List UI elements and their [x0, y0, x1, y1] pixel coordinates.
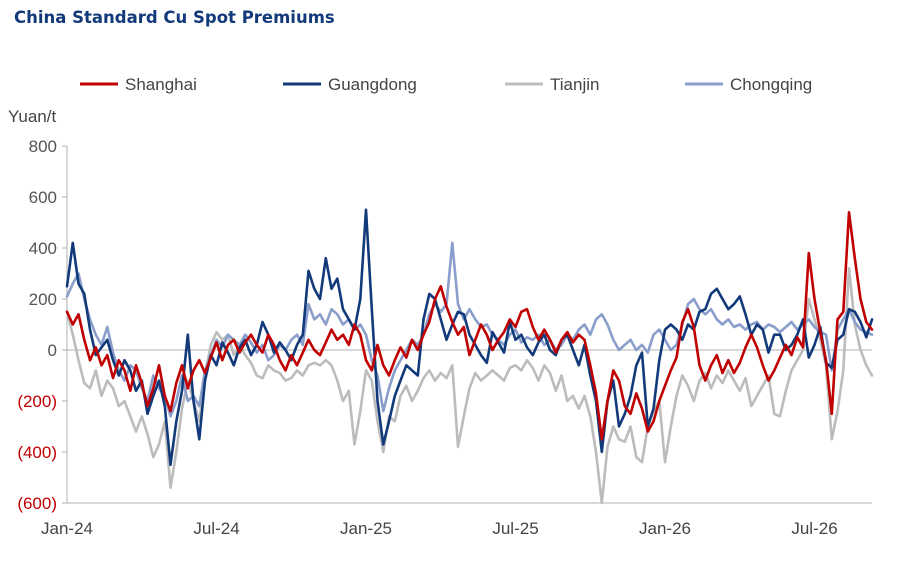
y-axis-label: Yuan/t — [8, 107, 56, 126]
x-tick-label: Jul-25 — [492, 519, 538, 538]
series-line-shanghai — [65, 211, 874, 441]
legend: Shanghai Guangdong Tianjin Chongqing — [80, 75, 812, 94]
series-group — [65, 208, 874, 505]
y-tick-label: 0 — [48, 341, 57, 360]
y-tick-label: 400 — [29, 239, 57, 258]
series-line-guangdong — [65, 208, 874, 467]
legend-label: Shanghai — [125, 75, 197, 94]
legend-label: Guangdong — [328, 75, 417, 94]
x-axis: Jan-24 Jul-24 Jan-25 Jul-25 Jan-26 Jul-26 — [41, 502, 872, 538]
x-tick-label: Jan-25 — [340, 519, 392, 538]
x-tick-label: Jul-24 — [193, 519, 239, 538]
y-tick-label: (400) — [17, 443, 57, 462]
x-tick-label: Jan-24 — [41, 519, 93, 538]
y-axis: 800 600 400 200 0 (200) (400) (600) — [17, 137, 872, 513]
series-line-tianjin — [65, 267, 874, 505]
y-tick-label: (200) — [17, 392, 57, 411]
y-tick-label: 600 — [29, 188, 57, 207]
legend-label: Chongqing — [730, 75, 812, 94]
legend-label: Tianjin — [550, 75, 599, 94]
y-tick-label: 200 — [29, 290, 57, 309]
x-tick-label: Jul-26 — [791, 519, 837, 538]
x-tick-label: Jan-26 — [639, 519, 691, 538]
series-line-chongqing — [65, 241, 874, 418]
y-tick-label: (600) — [17, 494, 57, 513]
y-tick-label: 800 — [29, 137, 57, 156]
chart-title: China Standard Cu Spot Premiums — [14, 8, 335, 27]
